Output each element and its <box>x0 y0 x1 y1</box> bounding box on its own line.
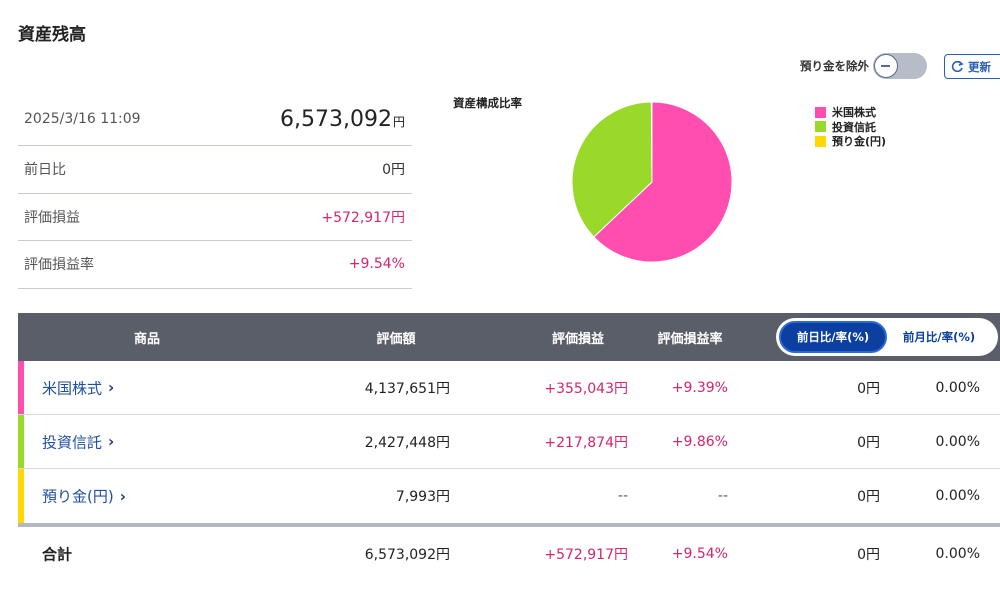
legend-swatch <box>815 121 826 133</box>
row-pl-rate: +9.86% <box>671 433 728 450</box>
legend-label: 投資信託 <box>832 120 876 134</box>
summary-value: +572,917円 <box>321 209 405 226</box>
legend-label: 米国株式 <box>832 106 876 120</box>
row-color-bar <box>18 415 24 468</box>
legend-item-mutual-funds: 投資信託 <box>815 120 886 135</box>
pie-slice-us-stocks <box>593 101 733 263</box>
total-amount-cell: 6,573,092円 <box>364 547 450 563</box>
product-link-us-stocks[interactable]: 米国株式 › <box>42 377 114 398</box>
row-daily-change: 0円 <box>857 489 880 505</box>
composition-pie-chart <box>571 101 733 263</box>
header-pl-rate: 評価損益率 <box>657 331 723 347</box>
total-divider <box>18 523 1000 527</box>
row-pl: +217,874円 <box>544 434 628 451</box>
holdings-table: 商品 評価額 評価損益 評価損益率 前日比/率(%) 前月比/率(%) 米国株式… <box>18 313 1000 581</box>
header-pl: 評価損益 <box>551 331 604 347</box>
product-name: 預り金(円) <box>42 487 114 506</box>
toggle-knob <box>874 54 898 78</box>
tab-daily-change[interactable]: 前日比/率(%) <box>779 321 887 353</box>
table-row: 米国株式 › 4,137,651円 +355,043円 +9.39% 0円 0.0… <box>18 361 1000 415</box>
total-pl: +572,917円 <box>544 547 628 563</box>
total-unit: 円 <box>392 114 405 129</box>
product-name: 米国株式 <box>42 379 103 397</box>
row-pl-rate: +9.39% <box>671 379 728 396</box>
table-header: 商品 評価額 評価損益 評価損益率 前日比/率(%) 前月比/率(%) <box>18 313 1000 361</box>
balance-summary: 2025/3/16 11:09 6,573,092円 前日比 0円 評価損益 +… <box>18 93 412 289</box>
total-amount: 6,573,092 <box>280 106 392 132</box>
legend-item-us-stocks: 米国株式 <box>815 105 886 120</box>
row-pl: -- <box>617 488 628 504</box>
tab-monthly-change[interactable]: 前月比/率(%) <box>887 321 991 353</box>
summary-value: 0円 <box>382 162 405 179</box>
chevron-right-icon: › <box>108 378 115 397</box>
header-amount: 評価額 <box>376 331 416 347</box>
pie-slice-deposit <box>650 101 653 183</box>
refresh-button[interactable]: 更新 <box>944 54 1000 79</box>
total-label: 合計 <box>42 545 73 564</box>
row-daily-rate: 0.00% <box>935 488 980 504</box>
legend-swatch <box>815 106 826 118</box>
summary-row-daily-change: 前日比 0円 <box>18 146 412 194</box>
summary-label: 前日比 <box>24 162 66 179</box>
row-pl: +355,043円 <box>544 380 628 397</box>
period-toggle: 前日比/率(%) 前月比/率(%) <box>776 318 998 356</box>
exclude-deposit-toggle-group: 預り金を除外 <box>800 53 927 79</box>
summary-row-profit-loss: 評価損益 +572,917円 <box>18 194 412 241</box>
summary-label: 評価損益率 <box>24 257 94 274</box>
row-amount: 4,137,651円 <box>364 380 450 397</box>
summary-total: 6,573,092円 <box>280 107 405 132</box>
pie-slice-mutual-funds <box>571 101 653 238</box>
row-amount: 2,427,448円 <box>364 434 450 451</box>
row-amount: 7,993円 <box>395 489 450 505</box>
total-daily-rate: 0.00% <box>935 546 980 562</box>
chevron-right-icon: › <box>108 432 115 451</box>
exclude-deposit-toggle[interactable] <box>873 53 927 79</box>
row-daily-change: 0円 <box>857 380 880 397</box>
composition-title: 資産構成比率 <box>453 96 522 110</box>
header-product: 商品 <box>133 331 160 347</box>
composition-legend: 米国株式 投資信託 預り金(円) <box>815 105 886 149</box>
legend-swatch <box>815 135 826 147</box>
summary-row-profit-loss-rate: 評価損益率 +9.54% <box>18 241 412 289</box>
total-pl-rate: +9.54% <box>671 546 728 562</box>
summary-value: +9.54% <box>348 256 405 273</box>
row-daily-rate: 0.00% <box>935 433 980 450</box>
summary-datetime: 2025/3/16 11:09 <box>24 111 141 127</box>
product-name: 投資信託 <box>42 433 103 451</box>
product-link-mutual-funds[interactable]: 投資信託 › <box>42 431 114 452</box>
product-link-deposit[interactable]: 預り金(円) › <box>42 486 126 507</box>
refresh-label: 更新 <box>968 59 991 74</box>
row-color-bar <box>18 361 24 414</box>
row-daily-change: 0円 <box>857 434 880 451</box>
summary-label: 評価損益 <box>24 209 80 226</box>
summary-total-row: 2025/3/16 11:09 6,573,092円 <box>18 93 412 146</box>
chevron-right-icon: › <box>119 487 126 505</box>
legend-item-deposit: 預り金(円) <box>815 134 886 149</box>
total-daily-change: 0円 <box>857 547 880 563</box>
table-row: 投資信託 › 2,427,448円 +217,874円 +9.86% 0円 0.0… <box>18 415 1000 469</box>
exclude-deposit-label: 預り金を除外 <box>800 59 869 73</box>
row-daily-rate: 0.00% <box>935 379 980 396</box>
page-title: 資産残高 <box>18 25 86 45</box>
legend-label: 預り金(円) <box>832 135 887 149</box>
table-row: 預り金(円) › 7,993円 -- -- 0円 0.00% <box>18 469 1000 523</box>
row-pl-rate: -- <box>717 488 728 504</box>
row-color-bar <box>18 469 24 523</box>
refresh-icon <box>951 60 964 73</box>
total-row: 合計 6,573,092円 +572,917円 +9.54% 0円 0.00% <box>18 527 1000 581</box>
